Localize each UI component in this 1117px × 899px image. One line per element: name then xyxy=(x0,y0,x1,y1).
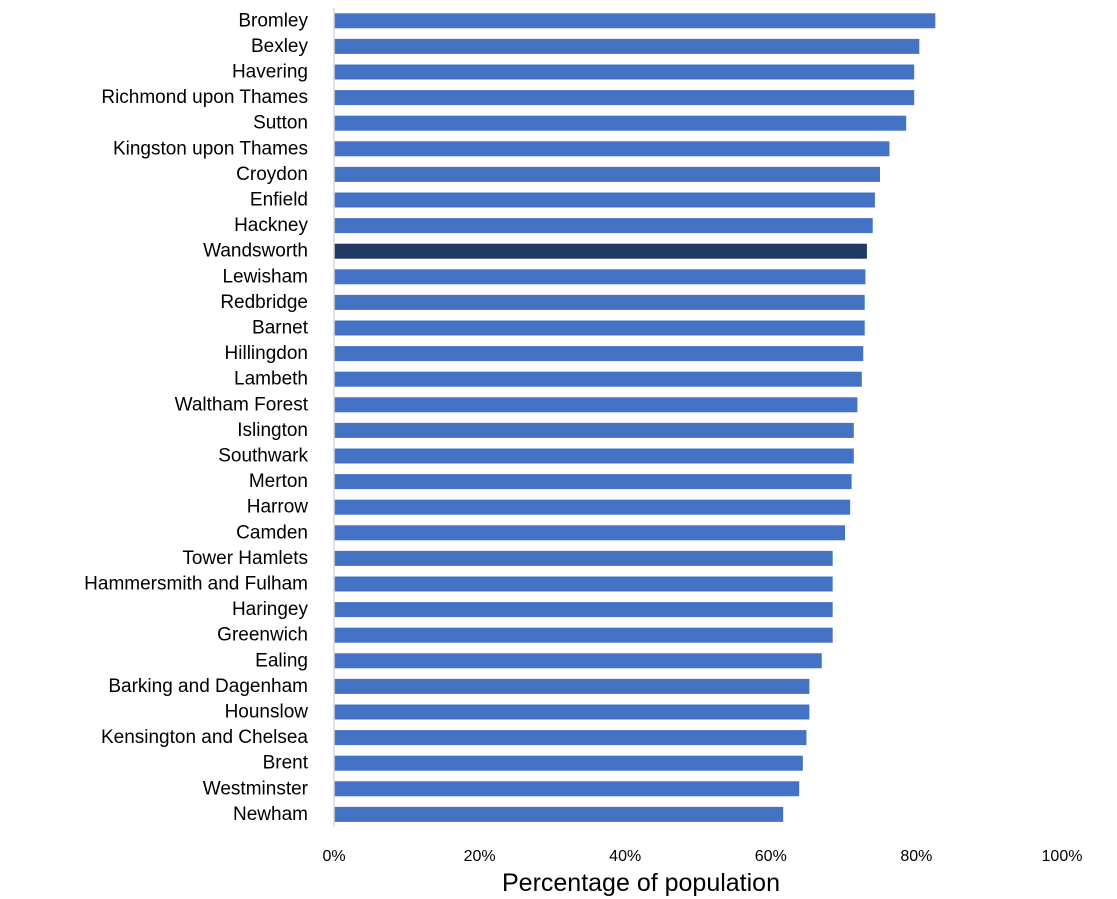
x-tick-label: 80% xyxy=(900,848,932,865)
category-label: Kingston upon Thames xyxy=(113,138,308,159)
bar-greenwich xyxy=(334,627,833,643)
bar-croydon xyxy=(334,166,880,182)
bar-brent xyxy=(334,755,803,771)
category-label: Westminster xyxy=(203,778,309,799)
category-label: Enfield xyxy=(250,190,308,211)
bar-camden xyxy=(334,525,846,541)
bar-enfield xyxy=(334,192,875,208)
bar-waltham-forest xyxy=(334,397,858,413)
category-label: Lewisham xyxy=(222,266,308,287)
x-tick-label: 40% xyxy=(609,848,641,865)
category-label: Wandsworth xyxy=(203,241,308,262)
bar-hillingdon xyxy=(334,346,864,362)
category-label: Havering xyxy=(232,62,308,83)
category-labels-group: Bromley Bexley Havering Richmond upon Thame… xyxy=(84,10,309,825)
bar-bromley xyxy=(334,13,936,29)
category-label: Barking and Dagenham xyxy=(108,676,308,697)
x-tick-label: 60% xyxy=(755,848,787,865)
bar-westminster xyxy=(334,781,800,797)
x-axis-ticks-group: 0% 20% 40% 60% 80% 100% xyxy=(322,848,1082,865)
category-label: Haringey xyxy=(232,599,309,620)
bar-hammersmith-and-fulham xyxy=(334,576,833,592)
category-label: Islington xyxy=(237,420,308,441)
x-tick-label: 100% xyxy=(1042,848,1083,865)
category-label: Bexley xyxy=(251,36,309,57)
bar-bexley xyxy=(334,38,920,54)
category-label: Kensington and Chelsea xyxy=(101,727,308,748)
category-label: Hounslow xyxy=(225,702,309,723)
category-label: Camden xyxy=(236,522,308,543)
bar-barking-and-dagenham xyxy=(334,678,810,694)
bar-kensington-and-chelsea xyxy=(334,730,807,746)
bar-hackney xyxy=(334,218,873,234)
category-label: Hammersmith and Fulham xyxy=(84,574,308,595)
bar-richmond-upon-thames xyxy=(334,90,915,106)
category-label: Bromley xyxy=(238,10,308,31)
x-tick-label: 20% xyxy=(464,848,496,865)
category-label: Newham xyxy=(233,804,308,825)
category-label: Greenwich xyxy=(217,625,308,646)
bar-lewisham xyxy=(334,269,866,285)
bar-hounslow xyxy=(334,704,810,720)
bar-kingston-upon-thames xyxy=(334,141,890,157)
bar-harrow xyxy=(334,499,851,515)
bar-lambeth xyxy=(334,371,862,387)
bar-newham xyxy=(334,806,784,822)
x-tick-label: 0% xyxy=(322,848,345,865)
bar-ealing xyxy=(334,653,822,669)
category-label: Sutton xyxy=(253,113,308,134)
category-label: Barnet xyxy=(252,318,309,339)
category-label: Southwark xyxy=(218,446,308,467)
category-label: Tower Hamlets xyxy=(182,548,308,569)
category-label: Richmond upon Thames xyxy=(101,87,308,108)
bar-tower-hamlets xyxy=(334,550,833,566)
bar-barnet xyxy=(334,320,865,336)
category-label: Hillingdon xyxy=(225,343,308,364)
category-label: Hackney xyxy=(234,215,308,236)
category-label: Brent xyxy=(263,753,309,774)
bar-wandsworth xyxy=(334,243,867,259)
bar-haringey xyxy=(334,602,833,618)
bar-redbridge xyxy=(334,294,865,310)
category-label: Merton xyxy=(249,471,308,492)
category-label: Harrow xyxy=(247,497,309,518)
bar-southwark xyxy=(334,448,854,464)
category-label: Croydon xyxy=(236,164,308,185)
category-label: Lambeth xyxy=(234,369,308,390)
bar-merton xyxy=(334,474,852,490)
category-label: Waltham Forest xyxy=(175,394,309,415)
x-axis-title: Percentage of population xyxy=(502,869,780,897)
bar-sutton xyxy=(334,115,907,131)
category-label: Ealing xyxy=(255,650,308,671)
category-label: Redbridge xyxy=(220,292,308,313)
bars-group xyxy=(334,13,936,822)
bar-havering xyxy=(334,64,915,80)
bar-islington xyxy=(334,422,854,438)
